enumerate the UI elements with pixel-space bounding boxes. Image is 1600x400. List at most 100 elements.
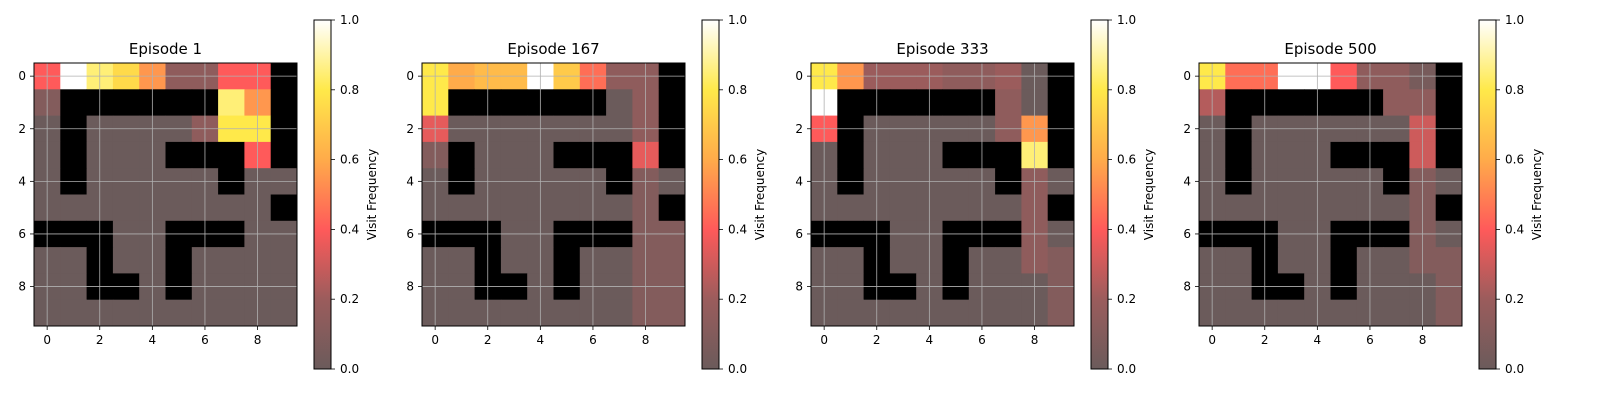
chart-title: Episode 167 (507, 40, 599, 58)
heatmap-cell (995, 89, 1022, 116)
colorbar-tick-label: 0.8 (728, 83, 747, 97)
x-tick-label: 4 (537, 333, 545, 347)
colorbar (701, 19, 720, 370)
heatmap-cell (60, 299, 87, 327)
heatmap-cell (837, 247, 864, 274)
colorbar-tick-label: 0.2 (1505, 292, 1524, 306)
wall-cell (60, 89, 87, 116)
x-tick-label: 0 (820, 333, 828, 347)
heatmap-panel-1: 0 2 4 6 8 0 2 4 6 8 Episode 1 0.0 0.2 0.4 0.6 0.8 1.0 Vis… (18, 13, 379, 376)
colorbar-tick-label: 0.6 (340, 153, 359, 167)
heatmap-cell (1047, 247, 1075, 274)
wall-cell (112, 89, 140, 116)
axes-frame (1198, 62, 1463, 327)
heatmap-cell (1330, 299, 1358, 327)
heatmap-cell (448, 194, 475, 222)
heatmap-cell (448, 299, 475, 327)
heatmap-cell (658, 299, 686, 327)
y-tick-label: 4 (1183, 174, 1191, 188)
colorbar-tick-label: 0.6 (728, 153, 747, 167)
chart-title: Episode 1 (129, 40, 202, 58)
y-tick-label: 8 (795, 280, 803, 294)
wall-cell (942, 89, 970, 116)
heatmap-cell (60, 247, 87, 274)
wall-cell (448, 89, 475, 116)
heatmap-cell (218, 194, 245, 222)
heatmap-cell (1047, 299, 1075, 327)
y-tick-label: 0 (18, 69, 26, 83)
wall-cell (1047, 194, 1075, 222)
y-tick-label: 2 (18, 122, 26, 136)
wall-cell (165, 141, 193, 169)
x-tick-label: 4 (149, 333, 157, 347)
x-tick-label: 0 (43, 333, 51, 347)
heatmap-cell (165, 194, 193, 222)
colorbar (1478, 19, 1497, 370)
colorbar-tick-label: 0.2 (340, 292, 359, 306)
heatmap-cell (1435, 247, 1463, 274)
chart-title: Episode 500 (1284, 40, 1376, 58)
wall-cell (1047, 141, 1075, 169)
colorbar-tick-label: 1.0 (1505, 13, 1524, 27)
wall-cell (270, 141, 298, 169)
x-tick-label: 8 (1031, 333, 1039, 347)
heatmap-panel-4: 0 2 4 6 8 0 2 4 6 8 Episode 500 0.0 0.2 0.4 0.6 0.8 1.0 V… (1183, 13, 1544, 376)
wall-cell (1225, 89, 1252, 116)
y-tick-label: 2 (1183, 122, 1191, 136)
y-tick-label: 2 (406, 122, 414, 136)
x-tick-label: 4 (1314, 333, 1322, 347)
colorbar-tick-label: 0.6 (1505, 153, 1524, 167)
heatmap-cell (60, 194, 87, 222)
colorbar (313, 19, 332, 370)
heatmap-cell (1383, 247, 1410, 274)
wall-cell (889, 89, 917, 116)
colorbar-tick-label: 0.2 (1117, 292, 1136, 306)
x-tick-label: 6 (589, 333, 597, 347)
heatmap-cell (218, 247, 245, 274)
x-tick-label: 4 (926, 333, 934, 347)
heatmap-cell (889, 141, 917, 169)
colorbar-tick-label: 0.8 (1505, 83, 1524, 97)
heatmap-cell (1225, 247, 1252, 274)
wall-cell (1277, 89, 1305, 116)
wall-cell (165, 247, 193, 274)
heatmap-cell (942, 299, 970, 327)
colorbar-tick-label: 0.0 (340, 362, 359, 376)
heatmap-cell (889, 299, 917, 327)
heatmap-panel-3: 0 2 4 6 8 0 2 4 6 8 Episode 333 0.0 0.2 0.4 0.6 0.8 1.0 V… (795, 13, 1156, 376)
heatmap-cell (1225, 299, 1252, 327)
wall-cell (995, 141, 1022, 169)
heatmap-cell (165, 299, 193, 327)
heatmap-cell (1277, 141, 1305, 169)
colorbar-tick-label: 0.8 (1117, 83, 1136, 97)
wall-cell (553, 247, 581, 274)
wall-cell (1047, 89, 1075, 116)
colorbar-tick-label: 0.0 (1117, 362, 1136, 376)
heatmap-cell (500, 141, 528, 169)
x-tick-label: 2 (96, 333, 104, 347)
colorbar-tick-label: 0.4 (340, 222, 359, 236)
heatmap-cell (112, 141, 140, 169)
y-tick-label: 4 (406, 174, 414, 188)
heatmap-cell (658, 247, 686, 274)
wall-cell (658, 89, 686, 116)
wall-cell (837, 141, 864, 169)
wall-cell (553, 89, 581, 116)
heatmap-cell (553, 194, 581, 222)
heatmap-cell (448, 247, 475, 274)
heatmap-cell (606, 89, 633, 116)
heatmap-cell (500, 299, 528, 327)
heatmap-cell (1330, 194, 1358, 222)
heatmap-cell (995, 194, 1022, 222)
axes-frame (421, 62, 686, 327)
y-tick-label: 6 (18, 227, 26, 241)
heatmap-cell (606, 194, 633, 222)
colorbar-tick-label: 0.6 (1117, 153, 1136, 167)
colorbar-label: Visit Frequency (1142, 149, 1156, 240)
heatmap-cell (837, 194, 864, 222)
y-tick-label: 0 (1183, 69, 1191, 83)
colorbar-tick-label: 0.2 (728, 292, 747, 306)
heatmap-cell (500, 247, 528, 274)
heatmap-cell (270, 247, 298, 274)
x-tick-label: 6 (201, 333, 209, 347)
